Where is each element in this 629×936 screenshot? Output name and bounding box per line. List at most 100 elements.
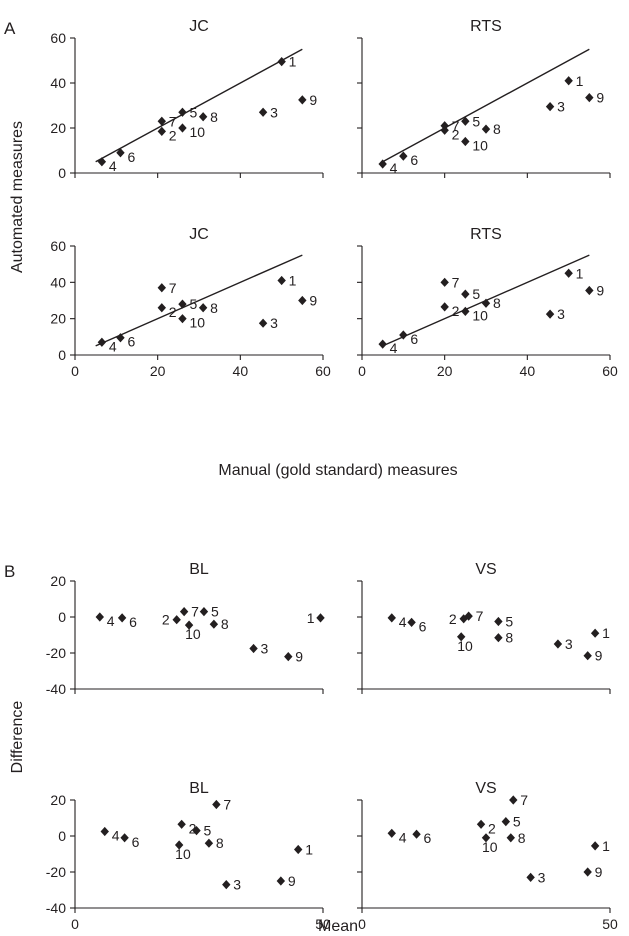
data-point bbox=[179, 607, 189, 617]
data-point bbox=[461, 289, 470, 299]
data-point bbox=[117, 613, 127, 623]
y-tick-label: -20 bbox=[46, 645, 66, 661]
data-point bbox=[95, 612, 104, 622]
point-label: 8 bbox=[216, 835, 224, 851]
point-label: 8 bbox=[493, 295, 501, 311]
point-label: 1 bbox=[289, 54, 297, 70]
point-label: 2 bbox=[162, 612, 170, 628]
panel-title: RTS bbox=[470, 18, 502, 35]
data-point bbox=[178, 299, 187, 309]
point-label: 8 bbox=[505, 630, 513, 646]
data-point bbox=[399, 330, 408, 340]
point-label: 10 bbox=[189, 124, 205, 140]
point-label: 5 bbox=[211, 604, 219, 620]
x-tick-label: 40 bbox=[233, 363, 249, 379]
point-label: 3 bbox=[538, 869, 546, 885]
point-label: 2 bbox=[449, 611, 457, 627]
data-point bbox=[157, 303, 166, 313]
point-label: 7 bbox=[452, 274, 460, 290]
point-label: 3 bbox=[270, 104, 278, 120]
section-b-label: B bbox=[4, 562, 15, 581]
data-point bbox=[178, 123, 187, 133]
data-point bbox=[461, 306, 470, 316]
data-point bbox=[440, 277, 449, 287]
data-point bbox=[294, 844, 303, 855]
x-tick-label: 50 bbox=[602, 916, 618, 932]
y-tick-label: 20 bbox=[50, 792, 66, 808]
data-point bbox=[481, 124, 491, 134]
data-point bbox=[481, 298, 491, 308]
point-label: 2 bbox=[169, 127, 177, 143]
point-label: 6 bbox=[424, 830, 432, 846]
data-point bbox=[192, 826, 201, 836]
data-point bbox=[100, 826, 109, 837]
data-point bbox=[585, 285, 594, 296]
data-point bbox=[298, 295, 307, 306]
point-label: 9 bbox=[596, 283, 604, 299]
section-b-y-axis-label: Difference bbox=[9, 701, 26, 774]
point-label: 10 bbox=[189, 315, 205, 331]
panel-title: RTS bbox=[470, 226, 502, 243]
data-point bbox=[172, 615, 181, 625]
y-tick-label: 60 bbox=[50, 30, 66, 46]
data-point bbox=[378, 159, 387, 169]
data-point bbox=[526, 872, 535, 882]
data-point bbox=[184, 620, 194, 630]
point-label: 10 bbox=[185, 626, 201, 642]
panel-title: VS bbox=[475, 561, 496, 578]
point-label: 7 bbox=[520, 792, 528, 808]
point-label: 7 bbox=[191, 604, 199, 620]
point-label: 6 bbox=[127, 149, 135, 165]
data-point bbox=[116, 333, 125, 343]
data-point bbox=[277, 275, 286, 286]
point-label: 5 bbox=[505, 614, 513, 630]
panel-title: BL bbox=[189, 561, 209, 578]
data-point bbox=[464, 611, 473, 621]
point-label: 7 bbox=[476, 608, 484, 624]
data-point bbox=[378, 339, 387, 349]
point-label: 9 bbox=[595, 864, 603, 880]
point-label: 10 bbox=[472, 307, 488, 323]
identity-line bbox=[95, 48, 303, 163]
point-label: 3 bbox=[270, 315, 278, 331]
data-point bbox=[494, 633, 503, 643]
point-label: 1 bbox=[576, 265, 584, 281]
y-tick-label: 20 bbox=[50, 573, 66, 589]
point-label: 3 bbox=[261, 641, 269, 657]
point-label: 4 bbox=[390, 160, 398, 176]
y-tick-label: 40 bbox=[50, 274, 66, 290]
data-point bbox=[284, 652, 293, 662]
data-point bbox=[583, 651, 592, 661]
data-point bbox=[116, 148, 125, 158]
x-tick-label: 0 bbox=[358, 363, 366, 379]
data-point bbox=[476, 819, 486, 829]
point-label: 4 bbox=[109, 158, 117, 174]
data-point bbox=[545, 309, 555, 319]
data-point bbox=[120, 833, 129, 843]
point-label: 1 bbox=[305, 842, 313, 858]
panel-rts-2: RTS 1 2 3 4 5 6 7 8 9 10 bbox=[357, 18, 611, 178]
point-label: 6 bbox=[419, 618, 427, 634]
point-label: 1 bbox=[289, 273, 297, 289]
point-label: 6 bbox=[410, 152, 418, 168]
point-label: 8 bbox=[210, 300, 218, 316]
point-label: 6 bbox=[132, 834, 140, 850]
point-label: 5 bbox=[189, 104, 197, 120]
point-label: 1 bbox=[307, 610, 315, 626]
point-label: 6 bbox=[127, 334, 135, 350]
y-tick-label: 0 bbox=[58, 609, 66, 625]
y-tick-label: 40 bbox=[50, 75, 66, 91]
data-point bbox=[501, 817, 511, 827]
x-tick-label: 60 bbox=[315, 363, 331, 379]
section-a-x-axis-label: Manual (gold standard) measures bbox=[218, 462, 457, 479]
data-point bbox=[199, 607, 209, 617]
data-point bbox=[590, 841, 600, 851]
x-tick-label: 40 bbox=[520, 363, 536, 379]
data-point bbox=[174, 840, 184, 850]
data-point bbox=[249, 643, 258, 654]
data-point bbox=[157, 116, 166, 126]
x-tick-label: 0 bbox=[71, 363, 79, 379]
data-point bbox=[222, 880, 231, 890]
